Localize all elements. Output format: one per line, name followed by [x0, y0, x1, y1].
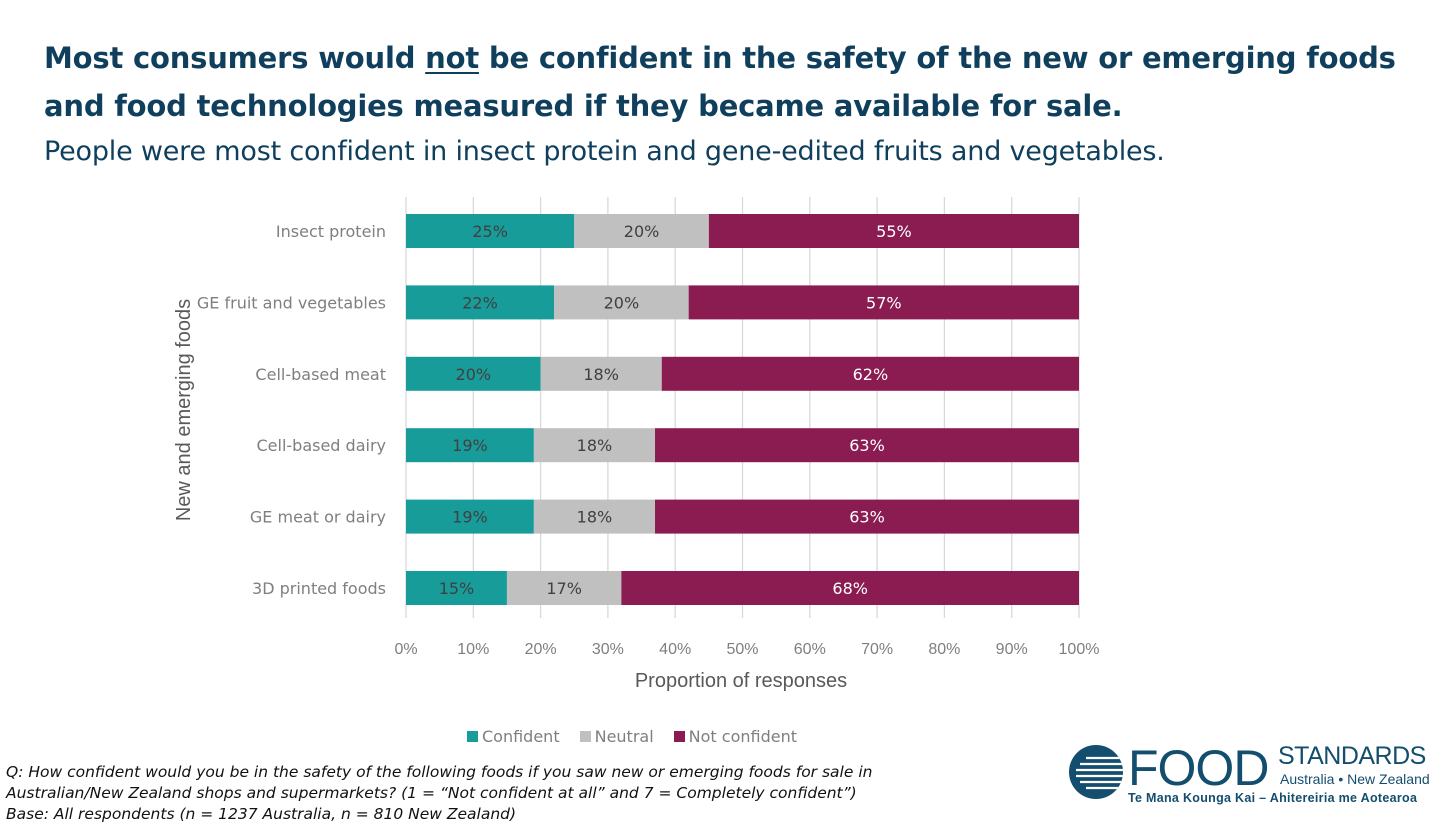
- data-label: 63%: [849, 508, 885, 527]
- bar-segment: [406, 285, 555, 320]
- bar-segment: [655, 499, 1079, 534]
- data-label: 19%: [452, 436, 488, 455]
- data-label: 57%: [866, 293, 902, 312]
- bars: 25% 20% 55% 22% 20% 57% 20% 18% 62% 19% 18% 63% 19% 1…: [406, 214, 1079, 605]
- bar-segment: [540, 356, 662, 391]
- legend-label: Not confident: [688, 726, 797, 746]
- logo-word-food: FOOD: [1128, 740, 1269, 796]
- x-tick-label: 0%: [394, 641, 417, 658]
- bar-segment: [554, 285, 689, 320]
- category-label: Insect protein: [276, 222, 386, 241]
- data-label: 15%: [439, 579, 475, 598]
- legend-swatch: [579, 730, 591, 742]
- data-label: 20%: [624, 222, 660, 241]
- bar-segment: [533, 428, 656, 463]
- logo-region: Australia • New Zealand: [1280, 771, 1430, 787]
- x-tick-label: 10%: [457, 641, 489, 658]
- legend-item: Not confident: [673, 726, 797, 746]
- data-label: 19%: [452, 508, 488, 527]
- bar-segment: [574, 214, 709, 248]
- x-tick-label: 70%: [861, 641, 893, 658]
- x-tick-label: 20%: [525, 641, 557, 658]
- bar-segment: [661, 356, 1079, 391]
- bar-segment: [406, 356, 541, 391]
- legend-swatch: [673, 730, 685, 742]
- bar-segment: [708, 214, 1079, 248]
- category-label: GE meat or dairy: [250, 508, 386, 527]
- footnote-question-line-1: Q: How confident would you be in the saf…: [6, 763, 873, 781]
- x-axis-title: Proportion of responses: [635, 670, 847, 692]
- legend-item: Confident: [467, 727, 560, 746]
- bar-segment: [655, 428, 1079, 463]
- x-tick-labels: 0% 10% 20% 30% 40% 50% 60% 70% 80% 90% 100%: [394, 641, 1099, 658]
- x-tick-label: 80%: [928, 641, 960, 658]
- x-tick-label: 90%: [996, 641, 1028, 658]
- bar-segment: [621, 571, 1079, 605]
- globe-lines-icon: [1069, 745, 1123, 799]
- footnote-question-line-2: Australian/New Zealand shops and superma…: [6, 784, 857, 802]
- stacked-bar-chart: 25% 20% 55% 22% 20% 57% 20% 18% 62% 19% 18% 63% 19% 1…: [173, 197, 1099, 692]
- category-label: Cell-based dairy: [256, 436, 386, 455]
- page-title: Most consumers would not be confident in…: [44, 34, 1439, 130]
- category-label: GE fruit and vegetables: [197, 293, 386, 312]
- category-label: 3D printed foods: [252, 579, 386, 598]
- data-label: 18%: [583, 365, 619, 384]
- y-axis-title: New and emerging foods: [173, 299, 195, 521]
- data-label: 20%: [456, 365, 492, 384]
- logo-maori-tagline: Te Mana Kounga Kai – Ahitereiria me Aote…: [1128, 791, 1418, 805]
- title-part-1: Most consumers would: [44, 41, 426, 75]
- category-labels: Insect protein GE fruit and vegetables Cel…: [197, 222, 386, 598]
- title-emphasis: not: [425, 41, 480, 75]
- x-tick-label: 50%: [726, 641, 758, 658]
- legend-swatch: [467, 730, 478, 742]
- bar-segment: [506, 571, 622, 605]
- footnote-base-line: Base: All respondents (n = 1237 Australi…: [6, 805, 517, 823]
- x-tick-label: 30%: [592, 641, 624, 658]
- data-label: 63%: [849, 436, 885, 455]
- x-tick-label: 100%: [1059, 641, 1100, 658]
- chart-legend: Confident Neutral Not confident: [467, 725, 797, 747]
- data-label: 22%: [462, 293, 498, 312]
- bar-segment: [406, 499, 534, 534]
- x-tick-label: 40%: [659, 641, 691, 658]
- data-label: 55%: [876, 222, 912, 241]
- bar-segment: [688, 285, 1079, 320]
- data-label: 18%: [577, 508, 613, 527]
- data-label: 18%: [577, 436, 613, 455]
- data-label: 20%: [604, 293, 640, 312]
- data-label: 68%: [832, 579, 868, 598]
- legend-label: Neutral: [594, 726, 654, 746]
- x-tick-label: 60%: [794, 641, 826, 658]
- fsanz-logo: FOOD STANDARDS Australia • New Zealand T…: [1066, 740, 1442, 810]
- gridlines: [405, 197, 1080, 618]
- data-label: 25%: [472, 222, 508, 241]
- category-label: Cell-based meat: [255, 365, 386, 384]
- bar-segment: [406, 428, 534, 463]
- legend-item: Neutral: [579, 726, 654, 746]
- page-subtitle: People were most confident in insect pro…: [44, 136, 1165, 167]
- bar-segment: [406, 214, 575, 248]
- data-label: 62%: [853, 365, 889, 384]
- title-part-2: be confident in the safety of the new or…: [44, 41, 1396, 123]
- legend-label: Confident: [482, 726, 560, 746]
- logo-word-standards: STANDARDS: [1278, 742, 1426, 770]
- data-label: 17%: [546, 579, 582, 598]
- bar-segment: [533, 499, 656, 534]
- bar-segment: [406, 571, 507, 605]
- footnote: Q: How confident would you be in the saf…: [6, 762, 1006, 825]
